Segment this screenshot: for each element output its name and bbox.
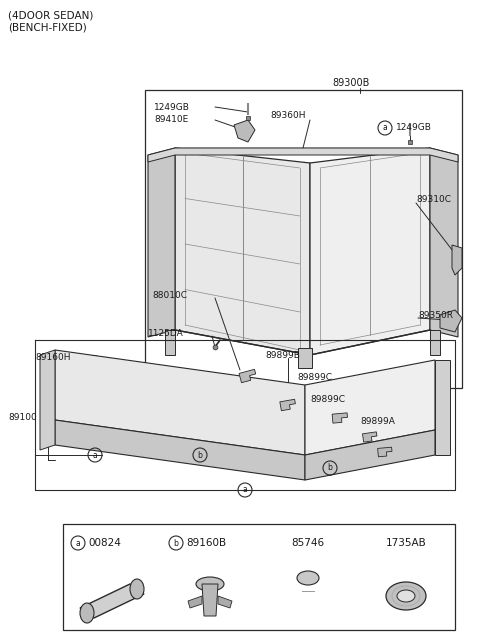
Polygon shape (280, 399, 295, 411)
Ellipse shape (196, 577, 224, 591)
Polygon shape (40, 350, 55, 450)
Text: 89410E: 89410E (154, 116, 188, 125)
Polygon shape (165, 330, 175, 355)
Text: (BENCH-FIXED): (BENCH-FIXED) (8, 22, 87, 32)
Polygon shape (332, 413, 348, 423)
Polygon shape (310, 148, 430, 355)
Bar (145, 90, 462, 388)
Ellipse shape (386, 582, 426, 610)
Ellipse shape (80, 603, 94, 623)
Text: 89300B: 89300B (332, 78, 370, 88)
Text: 1249GB: 1249GB (396, 123, 432, 132)
Polygon shape (218, 596, 232, 608)
Polygon shape (435, 360, 450, 455)
Polygon shape (55, 350, 305, 455)
Polygon shape (234, 120, 255, 142)
Text: a: a (242, 485, 247, 494)
Text: 89350R: 89350R (418, 311, 453, 320)
Polygon shape (80, 584, 144, 618)
Text: 89899C: 89899C (297, 374, 332, 383)
Polygon shape (305, 360, 435, 455)
Text: 1735AB: 1735AB (385, 538, 426, 548)
Polygon shape (440, 310, 462, 332)
Text: 89899C: 89899C (310, 395, 345, 404)
Polygon shape (430, 148, 458, 337)
Text: 89160H: 89160H (35, 352, 71, 361)
Polygon shape (452, 245, 462, 275)
Bar (63, 524, 455, 630)
Text: 89899B: 89899B (265, 350, 300, 359)
Text: 89360H: 89360H (270, 111, 305, 120)
Text: 00824: 00824 (88, 538, 121, 548)
Polygon shape (378, 447, 392, 457)
Text: (4DOOR SEDAN): (4DOOR SEDAN) (8, 11, 94, 21)
Text: b: b (327, 464, 333, 473)
Text: 89899A: 89899A (360, 417, 395, 426)
Polygon shape (362, 432, 377, 442)
Text: 1249GB: 1249GB (154, 102, 190, 111)
Text: 89160B: 89160B (186, 538, 226, 548)
Text: a: a (76, 538, 80, 547)
Text: b: b (174, 538, 179, 547)
Ellipse shape (297, 571, 319, 585)
Text: a: a (93, 451, 97, 460)
Text: 88010C: 88010C (152, 291, 187, 300)
Polygon shape (148, 148, 175, 337)
Polygon shape (55, 420, 305, 480)
Text: 89100: 89100 (8, 413, 37, 422)
Polygon shape (305, 430, 435, 480)
Text: 85746: 85746 (291, 538, 324, 548)
Text: b: b (198, 451, 203, 460)
Text: a: a (383, 123, 387, 132)
Polygon shape (148, 148, 458, 162)
Polygon shape (175, 148, 310, 355)
Ellipse shape (397, 590, 415, 602)
Text: 89310C: 89310C (416, 195, 451, 204)
Polygon shape (239, 369, 256, 383)
Ellipse shape (130, 579, 144, 599)
Polygon shape (298, 348, 312, 368)
Text: 1125DA: 1125DA (148, 329, 184, 338)
Polygon shape (188, 596, 202, 608)
Polygon shape (430, 330, 440, 355)
Polygon shape (202, 584, 218, 616)
